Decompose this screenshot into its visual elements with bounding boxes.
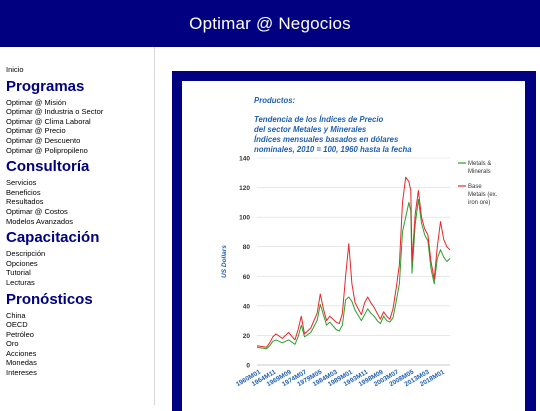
section-consultoria-heading: Consultoría <box>6 158 90 176</box>
nav-link-lecturas[interactable]: Lecturas <box>6 277 35 287</box>
chart-panel: Productos: Tendencia de los Índices de P… <box>182 81 525 411</box>
nav-link-clima[interactable]: Optimar @ Clima Laboral <box>6 116 91 126</box>
nav-link-acciones[interactable]: Acciones <box>6 348 37 358</box>
sidebar-nav: Inicio Programas Optimar @ Misión Optima… <box>0 47 155 405</box>
nav-link-costos[interactable]: Optimar @ Costos <box>6 206 68 216</box>
series-line-1 <box>256 176 451 348</box>
site-title: Optimar @ Negocios <box>189 13 351 33</box>
chart-frame: Productos: Tendencia de los Índices de P… <box>172 71 536 411</box>
y-tick-label: 20 <box>243 333 251 340</box>
chart-title-line-5: nominales, 2010 = 100, 1960 hasta la fec… <box>254 145 412 154</box>
section-capacitacion-heading: Capacitación <box>6 229 100 247</box>
nav-link-intereses[interactable]: Intereses <box>6 368 37 378</box>
nav-link-servicios[interactable]: Servicios <box>6 178 37 188</box>
y-tick-label: 60 <box>243 274 251 281</box>
series-line-0 <box>256 198 451 350</box>
y-tick-label: 0 <box>246 363 250 370</box>
section-pronosticos-heading: Pronósticos <box>6 290 93 308</box>
nav-link-beneficios[interactable]: Beneficios <box>6 187 41 197</box>
nav-link-mision[interactable]: Optimar @ Misión <box>6 97 67 107</box>
nav-link-polipropileno[interactable]: Optimar @ Polipropileno <box>6 145 88 155</box>
legend-label-metals: Metals & Minerals <box>468 161 491 175</box>
y-tick-label: 40 <box>243 303 251 310</box>
chart-title-line-1: Productos: <box>254 96 296 105</box>
nav-link-monedas[interactable]: Monedas <box>6 358 37 368</box>
nav-link-industria[interactable]: Optimar @ Industria o Sector <box>6 107 104 117</box>
y-tick-label: 140 <box>239 156 250 163</box>
chart-title-line-2: Tendencia de los Índices de Precio <box>254 115 384 124</box>
nav-link-oecd[interactable]: OECD <box>6 320 28 330</box>
nav-link-descripcion[interactable]: Descripción <box>6 249 46 259</box>
site-header: Optimar @ Negocios <box>0 0 540 47</box>
nav-link-oro[interactable]: Oro <box>6 339 19 349</box>
y-tick-label: 120 <box>239 185 250 192</box>
nav-link-china[interactable]: China <box>6 310 26 320</box>
price-index-chart: 0204060801001201401960M011964M111969M091… <box>221 156 498 389</box>
chart-title-line-4: Índices mensuales basados en dólares <box>254 135 399 144</box>
y-tick-label: 80 <box>243 244 251 251</box>
main-content: Productos: Tendencia de los Índices de P… <box>156 47 540 411</box>
nav-link-modelos[interactable]: Modelos Avanzados <box>6 216 73 226</box>
nav-link-precio[interactable]: Optimar @ Precio <box>6 126 66 136</box>
y-tick-label: 100 <box>239 215 250 222</box>
nav-link-opciones[interactable]: Opciones <box>6 258 38 268</box>
chart-title-line-3: del sector Metales y Minerales <box>254 125 367 134</box>
section-programas-heading: Programas <box>6 77 85 95</box>
y-axis-label: US Dollars <box>221 245 228 278</box>
nav-link-resultados[interactable]: Resultados <box>6 197 44 207</box>
nav-link-petroleo[interactable]: Petróleo <box>6 329 34 339</box>
nav-link-tutorial[interactable]: Tutorial <box>6 268 31 278</box>
legend-label-base-metals: Base Metals (ex. iron ore) <box>468 184 498 206</box>
nav-link-descuento[interactable]: Optimar @ Descuento <box>6 135 81 145</box>
nav-home-link[interactable]: Inicio <box>6 65 24 74</box>
